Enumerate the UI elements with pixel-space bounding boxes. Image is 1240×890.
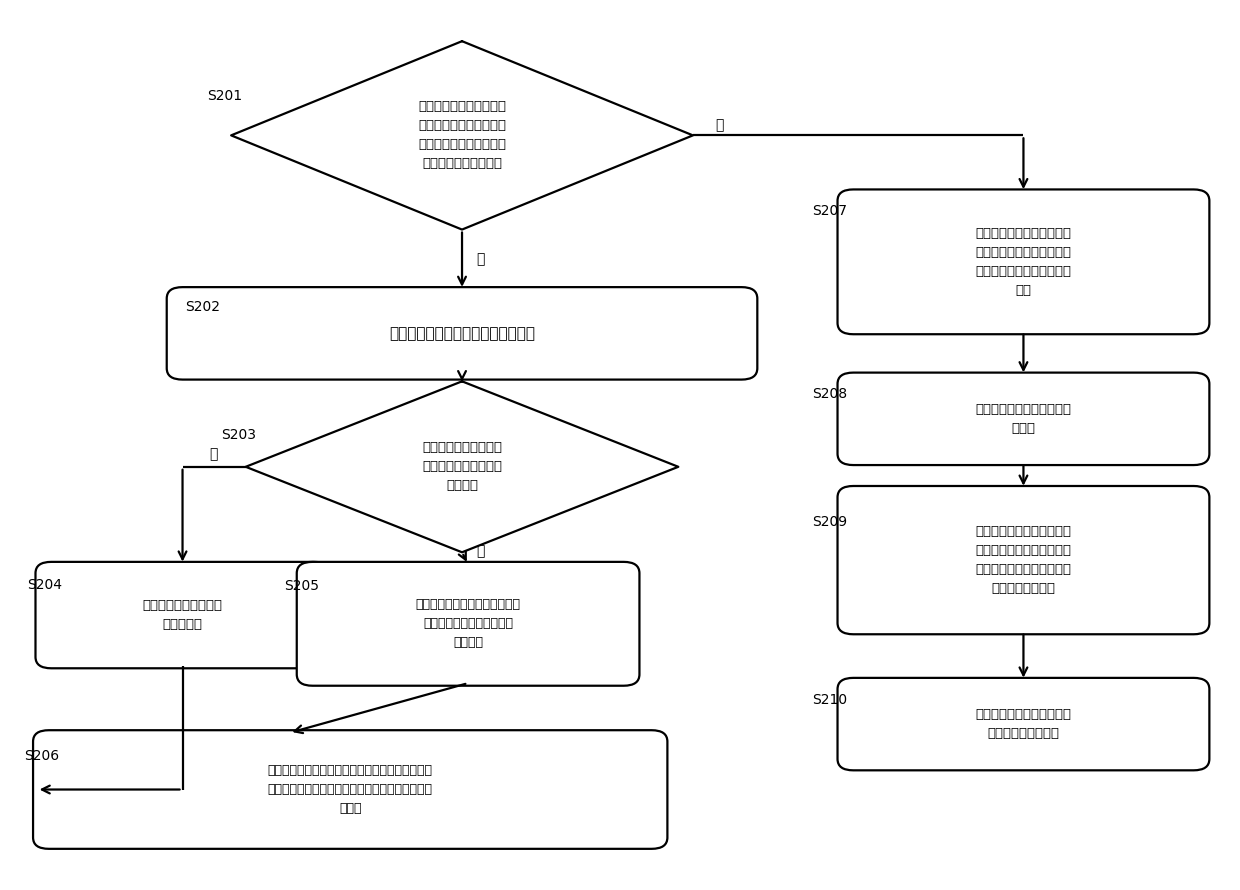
Text: 判断与所述第一元数据
对应的关联元数据是否
在内存中: 判断与所述第一元数据 对应的关联元数据是否 在内存中 [422,441,502,492]
FancyBboxPatch shape [837,486,1209,635]
Text: S204: S204 [27,578,62,592]
Text: S207: S207 [812,204,847,218]
FancyBboxPatch shape [837,678,1209,771]
Text: 在将关联元数据下刷到所述闪存阵列时，若所述关
联元数据被标记为所述待删除项，则删除所述关联
元数据: 在将关联元数据下刷到所述闪存阵列时，若所述关 联元数据被标记为所述待删除项，则删… [268,764,433,815]
Text: 将第一元数据记录到预设查
询表中: 将第一元数据记录到预设查 询表中 [976,403,1071,435]
Text: S206: S206 [25,749,60,764]
FancyBboxPatch shape [36,562,330,668]
Text: 是: 是 [210,447,218,461]
FancyBboxPatch shape [33,730,667,849]
Text: 直接在内存中插入第二元数
据，并在将第二元数据下刷
到闪存阵列时，删除第一元
数据: 直接在内存中插入第二元数 据，并在将第二元数据下刷 到闪存阵列时，删除第一元 数… [976,227,1071,297]
Text: S205: S205 [285,579,320,594]
Text: S208: S208 [812,387,847,401]
Text: 是: 是 [476,253,485,267]
Text: S201: S201 [207,89,242,103]
Text: S209: S209 [812,514,847,529]
FancyBboxPatch shape [296,562,640,685]
Text: 否: 否 [476,545,485,558]
Text: 在内存中插入第一元数据
之后，响应于插入第二元
数据的指令，判断所述第
一元数据是否在内存中: 在内存中插入第一元数据 之后，响应于插入第二元 数据的指令，判断所述第 一元数据… [418,101,506,170]
Text: 否: 否 [714,117,723,132]
Text: 在将关联元数据下刷到闪存
阵列时，若关联元数据对应
的元数据在预设查询表中，
则删除关联元数据: 在将关联元数据下刷到闪存 阵列时，若关联元数据对应 的元数据在预设查询表中， 则… [976,525,1071,595]
Text: S210: S210 [812,692,847,707]
FancyBboxPatch shape [837,190,1209,335]
Text: S202: S202 [185,300,219,314]
FancyBboxPatch shape [166,287,758,379]
Text: 删除在预设查询表中与关联
元数据对应的元数据: 删除在预设查询表中与关联 元数据对应的元数据 [976,708,1071,740]
Text: 将所述关联元数据标记
为待删除项: 将所述关联元数据标记 为待删除项 [143,599,222,631]
Text: S203: S203 [222,427,257,441]
Text: 将所述第一元数据修改为第二元数据: 将所述第一元数据修改为第二元数据 [389,326,534,341]
FancyBboxPatch shape [837,373,1209,465]
Text: 在内存中插入所述关联元数据，
并将所述关联元数据标记为
待删除项: 在内存中插入所述关联元数据， 并将所述关联元数据标记为 待删除项 [415,598,521,650]
